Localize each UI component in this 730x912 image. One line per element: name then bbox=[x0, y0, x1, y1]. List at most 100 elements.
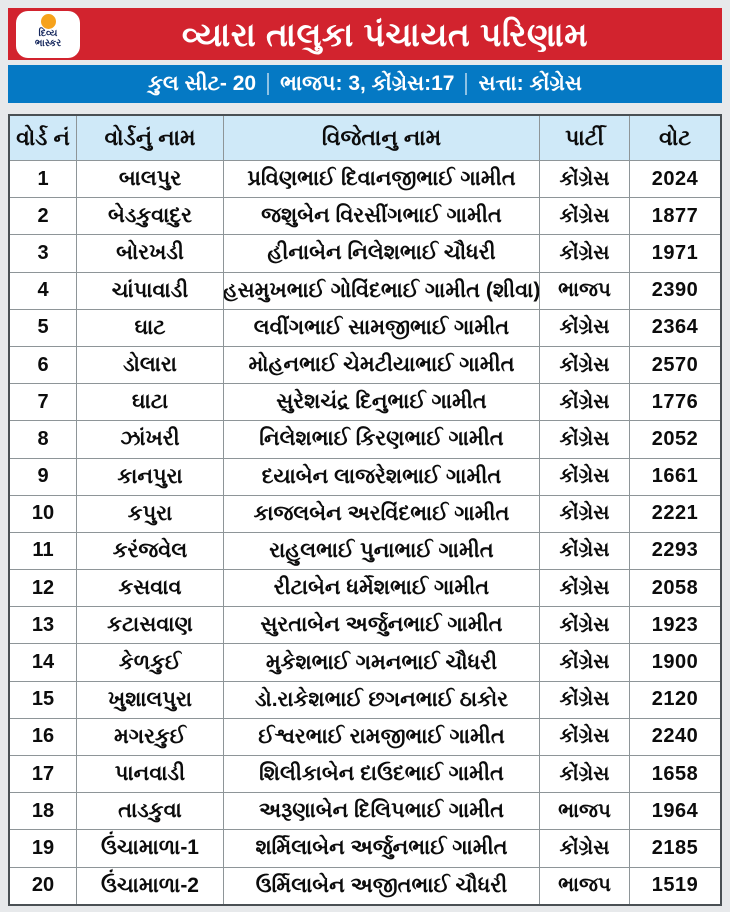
cell-party: કોંગ્રેસ bbox=[540, 681, 630, 718]
cell-ward-name: કટાસવાણ bbox=[77, 607, 224, 644]
logo-sun-icon bbox=[40, 14, 56, 29]
cell-votes: 2052 bbox=[651, 427, 699, 450]
divider bbox=[465, 73, 468, 95]
cell-winner-name: હીનાબેન નિલેશભાઈ ચૌધરી bbox=[224, 235, 540, 272]
summary-bar: કુલ સીટ- 20 ભાજપ: 3, કોંગ્રેસ:17 સત્તા: … bbox=[8, 65, 722, 103]
cell-winner-name: કાજલબેન અરવિંદભાઈ ગામીત bbox=[224, 495, 540, 532]
cell-ward-no: 16 bbox=[10, 718, 77, 755]
logo-text-line2: ભાસ્કર bbox=[34, 37, 62, 49]
logo-text-line1: દિવ્ય bbox=[38, 28, 58, 39]
table-row: 13 કટાસવાણ સુરતાબેન અર્જુનભાઈ ગામીત કોંગ્રે… bbox=[10, 607, 720, 645]
table-body: 1 બાલપુર પ્રવિણભાઈ દિવાનજીભાઈ ગામીત કોંગ્રે… bbox=[10, 161, 720, 904]
cell-votes: 1877 bbox=[651, 204, 699, 227]
cell-party: કોંગ્રેસ bbox=[540, 309, 630, 346]
cell-votes: 1964 bbox=[651, 799, 699, 822]
cell-party: કોંગ્રેસ bbox=[540, 198, 630, 235]
cell-winner-name: શર્મિલાબેન અર્જુનભાઈ ગામીત bbox=[224, 830, 540, 867]
results-table: વોર્ડ નં વોર્ડનું નામ વિજેતાનુ નામ પાર્ટી વો… bbox=[8, 114, 722, 906]
table-row: 20 ઉંચામાળા-2 ઉર્મિલાબેન અજીતભાઈ ચૌધરી ભાજપ… bbox=[10, 867, 720, 904]
cell-ward-no: 8 bbox=[10, 421, 77, 458]
table-row: 7 ઘાટા સુરેશચંદ્ર દિનુભાઈ ગામીત કોંગ્રેસ 177… bbox=[10, 384, 720, 422]
cell-ward-name: ઘાટ bbox=[77, 309, 224, 346]
cell-votes: 1971 bbox=[651, 241, 699, 264]
cell-party: કોંગ્રેસ bbox=[540, 458, 630, 495]
column-header: પાર્ટી bbox=[540, 116, 630, 160]
column-header: વોટ bbox=[658, 125, 691, 150]
cell-ward-name: બોરખડી bbox=[77, 235, 224, 272]
cell-ward-no: 19 bbox=[10, 830, 77, 867]
cell-votes: 2058 bbox=[651, 576, 699, 599]
cell-votes: 2364 bbox=[651, 316, 699, 339]
cell-party: કોંગ્રેસ bbox=[540, 756, 630, 793]
cell-ward-no: 3 bbox=[10, 235, 77, 272]
cell-ward-name: મગરકુઈ bbox=[77, 718, 224, 755]
cell-party: કોંગ્રેસ bbox=[540, 570, 630, 607]
cell-votes: 1923 bbox=[651, 613, 699, 636]
cell-ward-no: 17 bbox=[10, 756, 77, 793]
cell-votes: 2120 bbox=[651, 688, 699, 711]
cell-ward-no: 18 bbox=[10, 793, 77, 830]
cell-ward-no: 11 bbox=[10, 532, 77, 570]
cell-votes: 2221 bbox=[651, 502, 699, 525]
cell-party: કોંગ્રેસ bbox=[540, 346, 630, 384]
table-row: 12 કસવાવ રીટાબેન ધર્મેશભાઈ ગામીત કોંગ્રેસ 20… bbox=[10, 570, 720, 608]
cell-ward-name: ઉંચામાળા-2 bbox=[77, 867, 224, 904]
table-row: 1 બાલપુર પ્રવિણભાઈ દિવાનજીભાઈ ગામીત કોંગ્રે… bbox=[10, 161, 720, 199]
cell-winner-name: લવીંગભાઈ સામજીભાઈ ગામીત bbox=[224, 309, 540, 346]
cell-ward-name: ઉંચામાળા-1 bbox=[77, 830, 224, 867]
cell-winner-name: મોહનભાઈ ચેમટીયાભાઈ ગામીત bbox=[224, 346, 540, 384]
table-row: 9 કાનપુરા દયાબેન લાજરેશભાઈ ગામીત કોંગ્રેસ 16… bbox=[10, 458, 720, 496]
cell-party: કોંગ્રેસ bbox=[540, 607, 630, 644]
cell-ward-name: ડોલારા bbox=[77, 346, 224, 384]
cell-ward-name: પાનવાડી bbox=[77, 756, 224, 793]
table-row: 16 મગરકુઈ ઈશ્વરભાઈ રામજીભાઈ ગામીત કોંગ્રેસ 2… bbox=[10, 718, 720, 756]
cell-ward-name: બેડકુવાદુર bbox=[77, 198, 224, 235]
cell-votes: 2240 bbox=[651, 725, 699, 748]
column-header: વોર્ડ નં bbox=[10, 116, 77, 160]
table-row: 5 ઘાટ લવીંગભાઈ સામજીભાઈ ગામીત કોંગ્રેસ 2364 bbox=[10, 309, 720, 347]
cell-winner-name: શિલીકાબેન દાઉદભાઈ ગામીત bbox=[224, 756, 540, 793]
cell-ward-name: ઝાંખરી bbox=[77, 421, 224, 458]
cell-ward-no: 20 bbox=[10, 867, 77, 904]
infographic: દિવ્ય ભાસ્કર વ્યારા તાલુકા પંચાયત પરિણામ… bbox=[8, 0, 722, 906]
power-label: સત્તા: કોંગ્રેસ bbox=[478, 72, 582, 95]
cell-winner-name: મુકેશભાઈ ગમનભાઈ ચૌધરી bbox=[224, 644, 540, 681]
cell-winner-name: ડો.રાકેશભાઈ છગનભાઈ ઠાકોર bbox=[224, 681, 540, 718]
cell-votes: 2185 bbox=[651, 836, 699, 859]
cell-winner-name: પ્રવિણભાઈ દિવાનજીભાઈ ગામીત bbox=[224, 161, 540, 198]
total-seats-label: કુલ સીટ- 20 bbox=[148, 72, 257, 95]
cell-votes: 1776 bbox=[651, 390, 699, 413]
cell-winner-name: જશુબેન વિરસીંગભાઈ ગામીત bbox=[224, 198, 540, 235]
cell-votes: 1519 bbox=[651, 874, 699, 897]
table-row: 10 કપુરા કાજલબેન અરવિંદભાઈ ગામીત કોંગ્રેસ 22… bbox=[10, 495, 720, 533]
cell-ward-no: 14 bbox=[10, 644, 77, 681]
table-row: 18 તાડકુવા અરૂણાબેન દિલિપભાઈ ગામીત ભાજપ 1964 bbox=[10, 793, 720, 831]
table-row: 15 ખુશાલપુરા ડો.રાકેશભાઈ છગનભાઈ ઠાકોર કોંગ્… bbox=[10, 681, 720, 719]
cell-party: કોંગ્રેસ bbox=[540, 644, 630, 681]
cell-winner-name: ઈશ્વરભાઈ રામજીભાઈ ગામીત bbox=[224, 718, 540, 755]
title-bar: દિવ્ય ભાસ્કર વ્યારા તાલુકા પંચાયત પરિણામ bbox=[8, 8, 722, 60]
cell-winner-name: દયાબેન લાજરેશભાઈ ગામીત bbox=[224, 458, 540, 495]
cell-votes: 1658 bbox=[651, 762, 699, 785]
cell-winner-name: અરૂણાબેન દિલિપભાઈ ગામીત bbox=[224, 793, 540, 830]
cell-party: કોંગ્રેસ bbox=[540, 421, 630, 458]
cell-ward-no: 1 bbox=[10, 161, 77, 198]
cell-ward-no: 5 bbox=[10, 309, 77, 346]
cell-party: કોંગ્રેસ bbox=[540, 830, 630, 867]
cell-party: કોંગ્રેસ bbox=[540, 384, 630, 421]
cell-party: કોંગ્રેસ bbox=[540, 495, 630, 532]
cell-ward-no: 12 bbox=[10, 570, 77, 607]
cell-winner-name: સુરતાબેન અર્જુનભાઈ ગામીત bbox=[224, 607, 540, 644]
table-row: 19 ઉંચામાળા-1 શર્મિલાબેન અર્જુનભાઈ ગામીત કો… bbox=[10, 830, 720, 868]
cell-ward-no: 7 bbox=[10, 384, 77, 421]
cell-votes: 2024 bbox=[651, 167, 699, 190]
table-row: 17 પાનવાડી શિલીકાબેન દાઉદભાઈ ગામીત કોંગ્રેસ… bbox=[10, 756, 720, 794]
cell-ward-name: કાનપુરા bbox=[77, 458, 224, 495]
divya-bhaskar-logo: દિવ્ય ભાસ્કર bbox=[16, 11, 80, 58]
cell-ward-no: 2 bbox=[10, 198, 77, 235]
cell-party: ભાજપ bbox=[540, 867, 630, 904]
cell-party: કોંગ્રેસ bbox=[540, 161, 630, 198]
table-row: 4 ચાંપાવાડી હસમુખભાઈ ગોવિંદભાઈ ગામીત (શીવા… bbox=[10, 272, 720, 310]
cell-party: ભાજપ bbox=[540, 793, 630, 830]
cell-ward-name: કપુરા bbox=[77, 495, 224, 532]
